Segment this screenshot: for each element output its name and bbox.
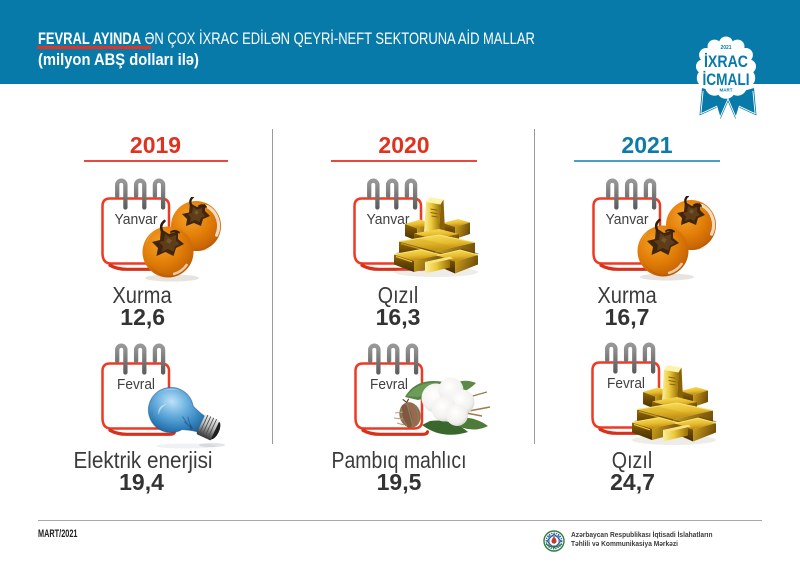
svg-text:İCMALI: İCMALI — [703, 70, 750, 89]
svg-text:MART: MART — [720, 88, 733, 93]
svg-text:2021: 2021 — [720, 45, 731, 51]
svg-text:İXRAC: İXRAC — [704, 52, 748, 71]
